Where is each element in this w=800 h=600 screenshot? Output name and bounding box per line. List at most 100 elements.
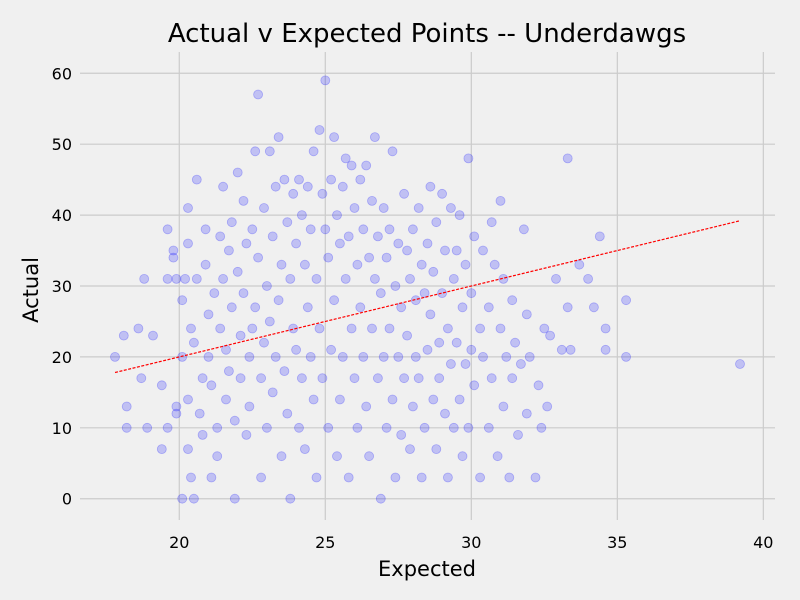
scatter-point (215, 231, 226, 242)
scatter-point (334, 394, 345, 405)
scatter-point (428, 394, 439, 405)
scatter-point (194, 408, 205, 419)
scatter-point (223, 366, 234, 377)
scatter-point (253, 252, 264, 263)
scatter-point (387, 394, 398, 405)
scatter-point (206, 472, 217, 483)
scatter-point (320, 224, 331, 235)
scatter-point (372, 231, 383, 242)
scatter-point (355, 302, 366, 313)
scatter-point (118, 330, 129, 341)
scatter-point (352, 422, 363, 433)
scatter-point (384, 224, 395, 235)
scatter-point (221, 394, 231, 405)
scatter-point (405, 273, 415, 284)
scatter-point (296, 373, 307, 384)
scatter-point (346, 160, 357, 171)
scatter-point (203, 309, 214, 320)
scatter-point (259, 337, 269, 348)
scatter-point (332, 451, 342, 462)
scatter-point (402, 245, 413, 256)
scatter-point (326, 174, 337, 185)
scatter-point (483, 422, 494, 433)
scatter-point (381, 252, 392, 263)
y-axis-ticks: 0 10 20 30 40 50 60 (52, 64, 72, 508)
scatter-point (203, 351, 214, 362)
scatter-point (171, 273, 182, 284)
scatter-point (148, 330, 158, 341)
scatter-point (621, 351, 631, 362)
scatter-point (451, 245, 462, 256)
scatter-point (238, 195, 249, 206)
scatter-point (367, 195, 377, 206)
scatter-point (308, 394, 319, 405)
scatter-point (229, 415, 240, 426)
y-tick-label: 20 (52, 348, 72, 367)
scatter-point (232, 266, 243, 277)
scatter-point (288, 323, 299, 334)
scatter-point (556, 344, 567, 355)
scatter-point (492, 451, 503, 462)
scatter-point (442, 323, 453, 334)
scatter-point (463, 153, 474, 164)
scatter-point (364, 451, 375, 462)
scatter-point (162, 273, 173, 284)
scatter-point (530, 472, 541, 483)
scatter-point (448, 422, 459, 433)
data-points (110, 75, 745, 504)
scatter-point (343, 231, 354, 242)
scatter-point (498, 401, 509, 412)
scatter-point (326, 344, 337, 355)
scatter-point (387, 146, 398, 157)
scatter-point (314, 323, 325, 334)
y-tick-label: 10 (52, 419, 72, 438)
scatter-point (375, 493, 386, 504)
scatter-point (413, 373, 424, 384)
scatter-point (162, 422, 173, 433)
scatter-point (218, 273, 229, 284)
scatter-point (323, 252, 334, 263)
scatter-point (264, 316, 275, 327)
scatter-point (419, 422, 430, 433)
scatter-point (428, 266, 439, 277)
scatter-point (241, 429, 252, 440)
scatter-point (317, 373, 328, 384)
scatter-point (440, 408, 450, 419)
scatter-point (340, 273, 351, 284)
scatter-point (445, 359, 456, 369)
scatter-point (235, 330, 246, 341)
scatter-point (355, 174, 366, 185)
scatter-point (294, 422, 304, 433)
scatter-point (507, 295, 518, 306)
scatter-point (416, 472, 427, 483)
scatter-point (229, 493, 240, 504)
scatter-point (539, 323, 550, 334)
scatter-point (393, 238, 404, 249)
scatter-point (285, 493, 296, 504)
scatter-point (551, 273, 561, 284)
scatter-point (261, 422, 272, 433)
scatter-point (457, 302, 468, 313)
scatter-point (358, 224, 369, 235)
scatter-point (250, 302, 261, 313)
scatter-point (346, 323, 357, 334)
y-tick-label: 40 (52, 206, 72, 225)
scatter-point (133, 323, 144, 334)
scatter-point (299, 444, 310, 455)
scatter-point (378, 203, 389, 213)
scatter-point (504, 472, 515, 483)
scatter-point (168, 252, 179, 263)
scatter-point (369, 132, 380, 143)
scatter-point (121, 401, 132, 412)
scatter-point (334, 238, 345, 249)
scatter-point (279, 174, 290, 185)
scatter-point (311, 273, 322, 284)
scatter-point (507, 373, 518, 384)
scatter-point (305, 224, 316, 235)
scatter-point (422, 238, 433, 249)
scatter-point (247, 323, 258, 334)
scatter-point (273, 132, 284, 143)
scatter-point (542, 401, 553, 412)
scatter-point (186, 323, 196, 334)
